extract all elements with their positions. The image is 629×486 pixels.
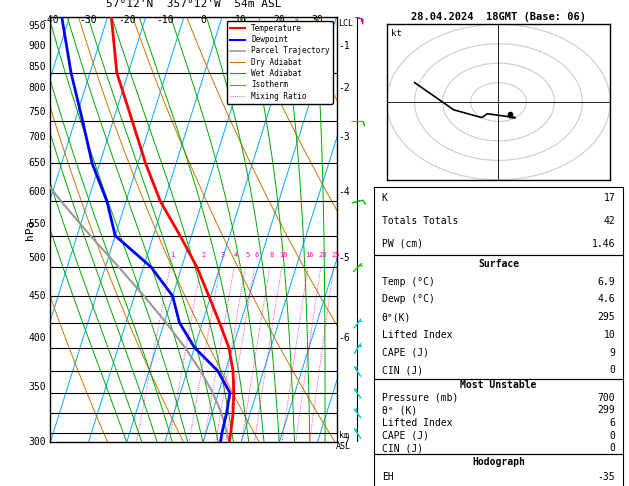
Text: 450: 450	[28, 291, 46, 301]
Text: 10: 10	[279, 252, 288, 258]
Text: 0: 0	[610, 431, 615, 441]
Text: 850: 850	[28, 62, 46, 71]
Text: K: K	[382, 193, 387, 204]
Text: 3: 3	[220, 252, 225, 258]
Text: 1.46: 1.46	[592, 239, 615, 249]
Text: 42: 42	[603, 216, 615, 226]
Text: 299: 299	[598, 405, 615, 416]
Text: 700: 700	[598, 393, 615, 403]
Text: 4: 4	[234, 252, 238, 258]
Text: PW (cm): PW (cm)	[382, 239, 423, 249]
Text: 6: 6	[255, 252, 259, 258]
Text: 6: 6	[610, 418, 615, 428]
Text: EH: EH	[382, 472, 394, 482]
Text: 30: 30	[311, 15, 323, 25]
Text: Surface: Surface	[478, 259, 519, 269]
Text: θᵉ(K): θᵉ(K)	[382, 312, 411, 322]
Text: 4.6: 4.6	[598, 295, 615, 304]
Text: 0: 0	[610, 365, 615, 375]
Text: -20: -20	[118, 15, 135, 25]
Text: km
ASL: km ASL	[336, 432, 351, 451]
Text: 17: 17	[603, 193, 615, 204]
Text: CIN (J): CIN (J)	[382, 443, 423, 453]
Text: Pressure (mb): Pressure (mb)	[382, 393, 458, 403]
Text: 0: 0	[200, 15, 206, 25]
Text: 10: 10	[235, 15, 247, 25]
Text: 10: 10	[603, 330, 615, 340]
Text: 6.9: 6.9	[598, 277, 615, 287]
Text: 25: 25	[331, 252, 340, 258]
Legend: Temperature, Dewpoint, Parcel Trajectory, Dry Adiabat, Wet Adiabat, Isotherm, Mi: Temperature, Dewpoint, Parcel Trajectory…	[226, 21, 333, 104]
Text: 950: 950	[28, 21, 46, 32]
Text: 1: 1	[170, 252, 174, 258]
Text: -2: -2	[338, 84, 350, 93]
Text: 0: 0	[610, 443, 615, 453]
Text: -7: -7	[338, 437, 350, 447]
Text: -30: -30	[80, 15, 97, 25]
Text: Lifted Index: Lifted Index	[382, 418, 452, 428]
Text: 20: 20	[274, 15, 285, 25]
Text: 16: 16	[306, 252, 314, 258]
Text: 5: 5	[245, 252, 250, 258]
Text: 350: 350	[28, 382, 46, 392]
Text: 700: 700	[28, 132, 46, 141]
Text: 500: 500	[28, 253, 46, 263]
Text: 295: 295	[598, 312, 615, 322]
Text: -1: -1	[338, 41, 350, 51]
Text: LCL: LCL	[338, 19, 353, 28]
Text: 20: 20	[318, 252, 327, 258]
Text: 400: 400	[28, 333, 46, 344]
Text: Hodograph: Hodograph	[472, 457, 525, 467]
Text: Lifted Index: Lifted Index	[382, 330, 452, 340]
Text: Temp (°C): Temp (°C)	[382, 277, 435, 287]
Text: 300: 300	[28, 437, 46, 447]
Text: Totals Totals: Totals Totals	[382, 216, 458, 226]
Text: -10: -10	[156, 15, 174, 25]
Text: 900: 900	[28, 41, 46, 51]
Text: CAPE (J): CAPE (J)	[382, 431, 429, 441]
Text: 650: 650	[28, 158, 46, 168]
Text: -5: -5	[338, 253, 350, 263]
Text: kt: kt	[391, 29, 402, 38]
Text: -40: -40	[42, 15, 59, 25]
Text: 750: 750	[28, 106, 46, 117]
Text: CAPE (J): CAPE (J)	[382, 347, 429, 358]
Text: 9: 9	[610, 347, 615, 358]
Text: hPa: hPa	[25, 220, 35, 240]
Text: 8: 8	[270, 252, 274, 258]
Text: Dewp (°C): Dewp (°C)	[382, 295, 435, 304]
Text: 600: 600	[28, 187, 46, 197]
Text: -35: -35	[598, 472, 615, 482]
Text: 800: 800	[28, 84, 46, 93]
Text: 57°12'N  357°12'W  54m ASL: 57°12'N 357°12'W 54m ASL	[106, 0, 281, 8]
Text: 28.04.2024  18GMT (Base: 06): 28.04.2024 18GMT (Base: 06)	[411, 12, 586, 22]
Text: 2: 2	[201, 252, 205, 258]
Text: θᵉ (K): θᵉ (K)	[382, 405, 417, 416]
Text: -4: -4	[338, 187, 350, 197]
Text: Most Unstable: Most Unstable	[460, 381, 537, 390]
Text: -6: -6	[338, 333, 350, 344]
Text: CIN (J): CIN (J)	[382, 365, 423, 375]
Text: -3: -3	[338, 132, 350, 141]
Text: 550: 550	[28, 219, 46, 228]
